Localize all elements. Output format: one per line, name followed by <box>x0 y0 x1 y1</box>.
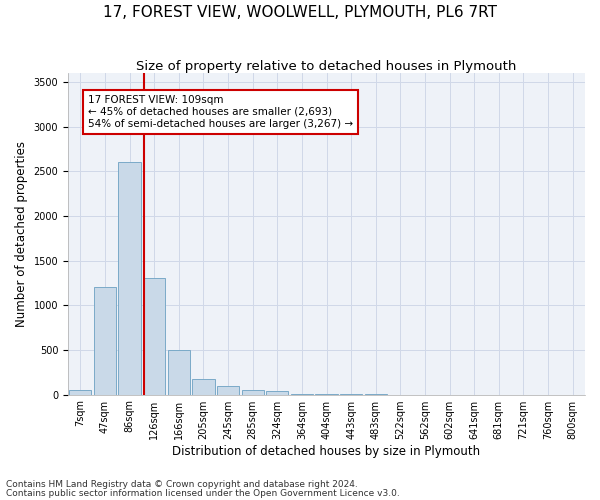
Bar <box>242 390 264 394</box>
Bar <box>266 391 289 394</box>
Bar <box>143 278 165 394</box>
Bar <box>168 350 190 395</box>
Text: 17, FOREST VIEW, WOOLWELL, PLYMOUTH, PL6 7RT: 17, FOREST VIEW, WOOLWELL, PLYMOUTH, PL6… <box>103 5 497 20</box>
Bar <box>69 390 91 394</box>
Bar <box>217 386 239 394</box>
Y-axis label: Number of detached properties: Number of detached properties <box>15 141 28 327</box>
Bar <box>118 162 140 394</box>
X-axis label: Distribution of detached houses by size in Plymouth: Distribution of detached houses by size … <box>172 444 481 458</box>
Bar <box>193 379 215 394</box>
Title: Size of property relative to detached houses in Plymouth: Size of property relative to detached ho… <box>136 60 517 73</box>
Text: Contains public sector information licensed under the Open Government Licence v3: Contains public sector information licen… <box>6 488 400 498</box>
Text: 17 FOREST VIEW: 109sqm
← 45% of detached houses are smaller (2,693)
54% of semi-: 17 FOREST VIEW: 109sqm ← 45% of detached… <box>88 96 353 128</box>
Bar <box>94 288 116 395</box>
Text: Contains HM Land Registry data © Crown copyright and database right 2024.: Contains HM Land Registry data © Crown c… <box>6 480 358 489</box>
